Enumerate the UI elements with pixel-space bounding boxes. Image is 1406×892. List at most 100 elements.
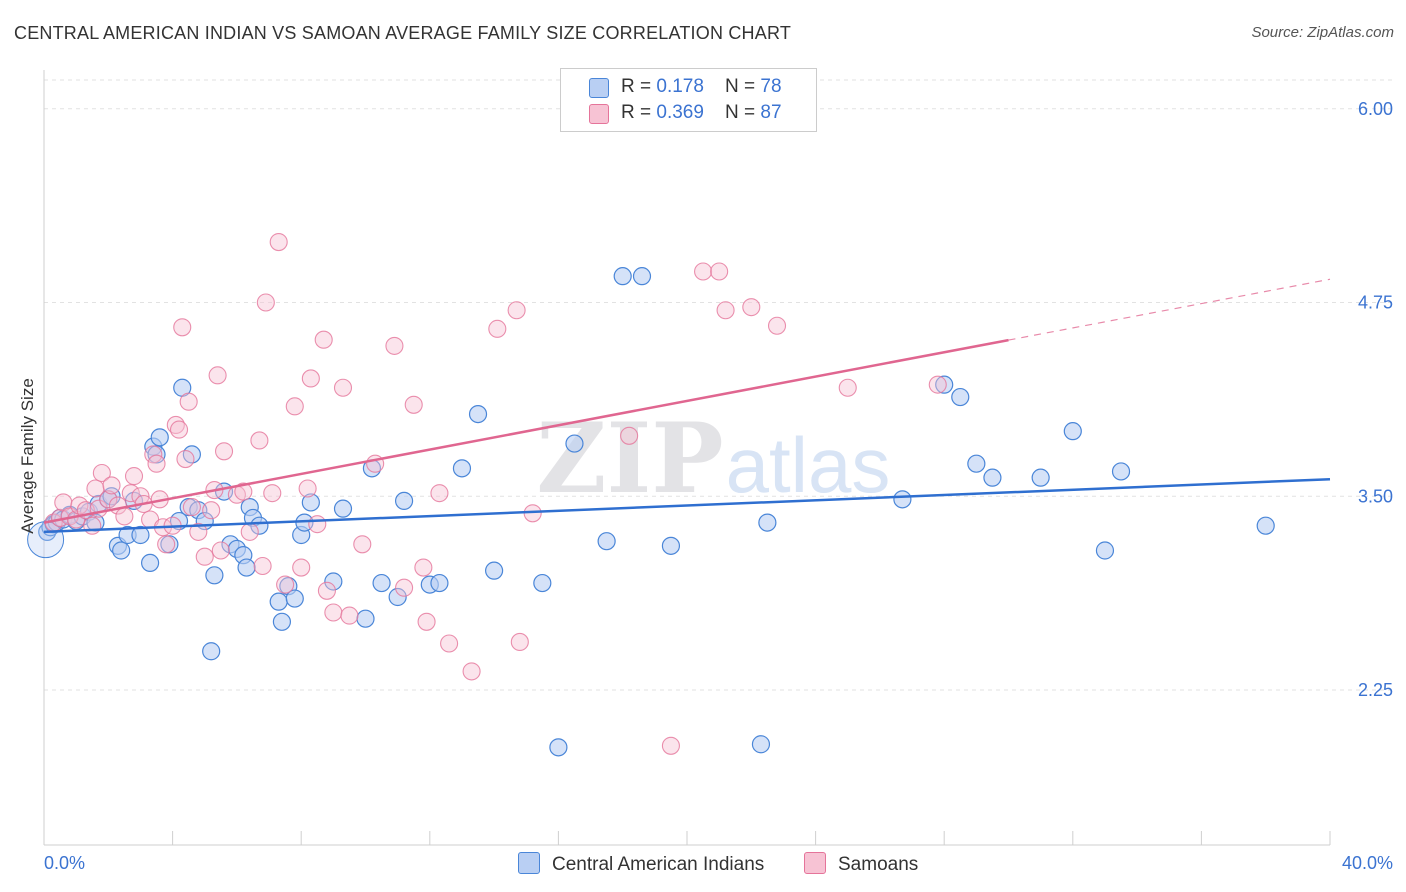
data-point-central-american-indians <box>751 735 771 754</box>
data-point-central-american-indians <box>202 642 221 661</box>
legend-r-label: R = <box>621 76 657 97</box>
data-point-samoans <box>324 603 343 622</box>
data-point-central-american-indians <box>1095 541 1115 560</box>
data-point-samoans <box>333 378 353 397</box>
data-point-samoans <box>340 606 359 625</box>
y-tick-label: 4.75 <box>1358 293 1393 313</box>
data-point-samoans <box>430 484 449 503</box>
legend-label-pink: Samoans <box>838 854 919 875</box>
data-point-samoans <box>211 541 230 560</box>
data-point-samoans <box>308 515 327 534</box>
data-point-samoans <box>157 535 176 554</box>
data-point-central-american-indians <box>272 612 292 631</box>
legend-n-label: N = <box>725 102 761 123</box>
data-point-central-american-indians <box>485 561 504 580</box>
axes <box>43 70 1331 846</box>
data-point-samoans <box>838 378 857 397</box>
data-point-central-american-indians <box>533 573 552 593</box>
data-point-central-american-indians <box>356 609 375 628</box>
data-point-samoans <box>195 547 214 566</box>
chart-title: CENTRAL AMERICAN INDIAN VS SAMOAN AVERAG… <box>14 23 792 43</box>
y-tick-label: 3.50 <box>1358 486 1393 506</box>
y-axis-label: Average Family Size <box>18 378 37 534</box>
data-point-central-american-indians <box>102 487 121 506</box>
legend-n-value-blue: 78 <box>760 76 782 97</box>
data-point-central-american-indians <box>112 541 131 560</box>
data-point-central-american-indians <box>661 536 681 555</box>
data-point-central-american-indians <box>301 493 320 512</box>
data-point-samoans <box>353 535 372 554</box>
trend-line-central-american-indians <box>43 477 1331 534</box>
data-point-samoans <box>124 467 144 486</box>
y-tick-label: 2.25 <box>1358 680 1393 700</box>
trend-lines <box>43 278 1331 534</box>
data-point-samoans <box>404 395 423 414</box>
data-point-samoans <box>742 298 761 317</box>
legend-item-central-american-indians: Central American Indians <box>518 852 764 876</box>
data-point-samoans <box>70 496 89 515</box>
stats-legend: R = 0.178 N = 78 R = 0.369 N = 87 <box>560 68 817 132</box>
data-point-central-american-indians <box>452 459 472 478</box>
x-tick-label-max: 40.0% <box>1342 853 1393 873</box>
data-point-samoans <box>661 736 680 755</box>
data-point-samoans <box>694 262 713 281</box>
data-point-central-american-indians <box>758 513 777 532</box>
legend-r-label: R = <box>621 102 657 123</box>
data-point-central-american-indians <box>1111 462 1131 481</box>
data-point-samoans <box>263 484 282 503</box>
data-point-samoans <box>169 420 189 439</box>
data-point-samoans <box>92 463 111 483</box>
data-point-central-american-indians <box>372 573 391 593</box>
data-point-samoans <box>385 336 404 355</box>
data-point-samoans <box>234 482 253 501</box>
data-point-central-american-indians <box>549 738 568 757</box>
data-point-samoans <box>208 366 227 385</box>
data-point-samoans <box>202 501 221 520</box>
data-point-central-american-indians <box>613 267 632 286</box>
data-point-samoans <box>314 330 333 349</box>
data-point-central-american-indians <box>893 490 912 509</box>
data-point-central-american-indians <box>935 375 954 394</box>
legend-swatch-pink <box>804 852 826 874</box>
data-point-central-american-indians <box>131 525 150 545</box>
data-point-samoans <box>182 498 201 517</box>
data-point-central-american-indians <box>632 267 652 286</box>
data-point-samoans <box>189 522 208 541</box>
data-point-samoans <box>620 426 639 445</box>
data-point-central-american-indians <box>237 558 256 577</box>
data-point-samoans <box>414 558 433 577</box>
data-point-central-american-indians <box>182 445 201 464</box>
legend-r-value-pink: 0.369 <box>656 102 704 123</box>
data-point-samoans <box>417 612 436 631</box>
data-point-central-american-indians <box>394 491 414 510</box>
legend-n-value-pink: 87 <box>760 102 782 123</box>
data-point-central-american-indians <box>150 428 169 447</box>
legend-item-samoans: Samoans <box>804 852 918 876</box>
x-tick-label-min: 0.0% <box>44 853 85 873</box>
data-point-central-american-indians <box>269 592 288 611</box>
tick-labels: 2.25 3.50 4.75 6.00 0.0% 40.0% <box>44 99 1393 873</box>
data-point-central-american-indians <box>140 553 160 573</box>
watermark: ZIP atlas <box>536 402 890 515</box>
data-point-samoans <box>462 662 481 681</box>
data-point-samoans <box>710 262 729 281</box>
data-point-samoans <box>147 454 166 473</box>
legend-swatch-pink <box>589 104 609 124</box>
series-samoans <box>44 233 947 755</box>
data-point-central-american-indians <box>205 566 224 585</box>
legend-swatch-blue <box>518 852 540 874</box>
data-point-central-american-indians <box>250 516 269 535</box>
data-point-samoans <box>488 319 507 338</box>
data-point-samoans <box>121 484 140 503</box>
data-point-samoans <box>395 578 414 597</box>
data-point-samoans <box>298 479 317 498</box>
data-point-samoans <box>173 318 192 337</box>
source-label: Source: ZipAtlas.com <box>1251 24 1394 41</box>
data-point-samoans <box>285 397 304 416</box>
data-point-samoans <box>716 301 735 320</box>
data-point-central-american-indians <box>388 587 407 607</box>
data-point-samoans <box>253 556 272 576</box>
data-point-samoans <box>83 516 102 535</box>
data-point-samoans <box>99 490 118 509</box>
